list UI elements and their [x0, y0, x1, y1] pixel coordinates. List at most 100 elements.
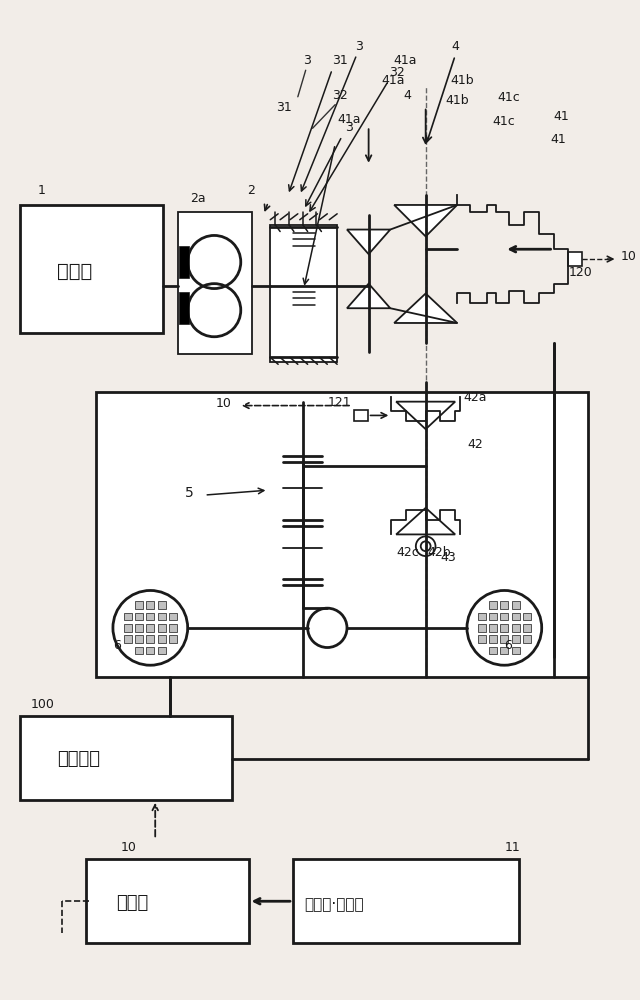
Bar	[489, 601, 497, 609]
Text: 32: 32	[332, 89, 348, 102]
Text: 120: 120	[568, 266, 592, 279]
Polygon shape	[396, 508, 455, 534]
Bar	[124, 624, 132, 632]
Circle shape	[467, 590, 541, 665]
Bar	[523, 624, 531, 632]
Bar	[147, 624, 154, 632]
Bar	[512, 647, 520, 654]
Bar	[178, 212, 252, 354]
Bar	[135, 647, 143, 654]
Text: 3: 3	[355, 40, 363, 53]
Text: 41: 41	[554, 110, 569, 123]
Bar	[147, 647, 154, 654]
Text: 41c: 41c	[493, 115, 515, 128]
Text: 4: 4	[403, 89, 411, 102]
Bar	[489, 613, 497, 620]
Text: 6: 6	[504, 639, 512, 652]
Polygon shape	[394, 293, 457, 323]
Bar	[157, 635, 166, 643]
Text: 43: 43	[440, 551, 456, 564]
Bar	[512, 613, 520, 620]
Text: 32: 32	[389, 66, 405, 79]
Bar	[523, 613, 531, 620]
Bar	[179, 292, 189, 324]
Bar	[135, 624, 143, 632]
Bar	[478, 635, 486, 643]
Circle shape	[308, 608, 347, 648]
Text: 3: 3	[303, 54, 310, 67]
Bar	[147, 635, 154, 643]
Bar	[124, 635, 132, 643]
Bar	[293, 859, 519, 943]
Text: 121: 121	[327, 396, 351, 409]
Text: 发动机: 发动机	[57, 262, 92, 281]
Bar	[147, 613, 154, 620]
Text: 41: 41	[550, 133, 566, 146]
Bar	[500, 635, 508, 643]
Bar	[500, 601, 508, 609]
Text: 3: 3	[345, 121, 353, 134]
Bar	[157, 624, 166, 632]
Text: 42c: 42c	[396, 546, 419, 559]
Text: 控制器: 控制器	[116, 894, 148, 912]
Bar	[512, 601, 520, 609]
Text: 31: 31	[276, 101, 292, 114]
Bar	[135, 613, 143, 620]
Text: 2a: 2a	[189, 192, 205, 205]
Text: 5: 5	[185, 486, 193, 500]
Bar	[478, 624, 486, 632]
Circle shape	[416, 536, 435, 556]
Bar	[20, 716, 232, 800]
Bar	[157, 601, 166, 609]
Text: 41a: 41a	[381, 74, 405, 87]
Text: 4: 4	[451, 40, 459, 53]
Text: 油压回路: 油压回路	[57, 750, 100, 768]
Bar	[478, 613, 486, 620]
Polygon shape	[347, 284, 390, 308]
Bar	[500, 624, 508, 632]
Text: 2: 2	[246, 184, 255, 197]
Bar	[96, 392, 588, 677]
Text: 100: 100	[30, 698, 54, 711]
Polygon shape	[394, 205, 457, 236]
Bar	[147, 601, 154, 609]
Bar	[20, 205, 163, 333]
Bar	[500, 647, 508, 654]
Bar	[512, 624, 520, 632]
Bar	[169, 613, 177, 620]
Text: 6: 6	[113, 639, 121, 652]
Bar	[354, 410, 367, 421]
Text: 11: 11	[504, 841, 520, 854]
Bar	[512, 635, 520, 643]
Bar	[500, 613, 508, 620]
Polygon shape	[396, 402, 455, 429]
Circle shape	[113, 590, 188, 665]
Text: 41b: 41b	[445, 94, 469, 107]
Bar	[135, 601, 143, 609]
Bar	[157, 613, 166, 620]
Text: 41a: 41a	[393, 54, 417, 67]
Text: 42b: 42b	[428, 546, 451, 559]
Bar	[489, 624, 497, 632]
Bar	[523, 635, 531, 643]
Bar	[489, 647, 497, 654]
Bar	[135, 635, 143, 643]
Bar	[157, 647, 166, 654]
Text: 传感器·开关组: 传感器·开关组	[305, 897, 364, 912]
Bar	[568, 252, 582, 266]
Bar	[270, 225, 337, 362]
Bar	[169, 635, 177, 643]
Text: 10: 10	[216, 397, 232, 410]
Text: 42a: 42a	[463, 391, 486, 404]
Bar	[489, 635, 497, 643]
Text: 1: 1	[37, 184, 45, 197]
Bar	[179, 246, 189, 278]
Bar	[124, 613, 132, 620]
Text: 10: 10	[121, 841, 137, 854]
Text: 31: 31	[332, 54, 348, 67]
Text: 10: 10	[620, 250, 636, 263]
Bar	[86, 859, 249, 943]
Text: 42: 42	[467, 438, 483, 451]
Polygon shape	[347, 230, 390, 254]
Text: 41b: 41b	[451, 74, 474, 87]
